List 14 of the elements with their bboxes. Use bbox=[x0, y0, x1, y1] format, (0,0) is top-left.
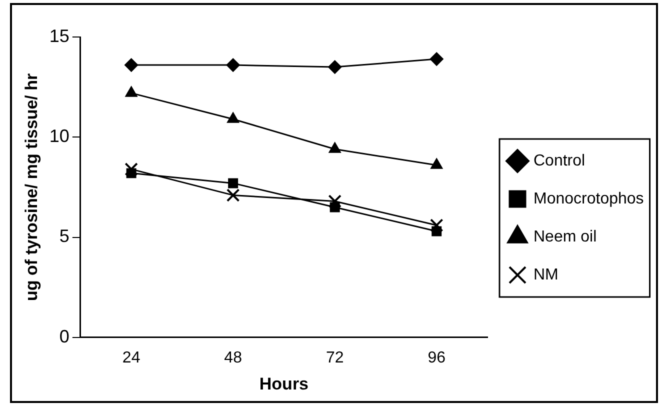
x-tick-label: 72 bbox=[326, 349, 344, 366]
legend-label: Neem oil bbox=[534, 228, 597, 246]
x-axis-title: Hours bbox=[259, 374, 309, 394]
legend-label: Control bbox=[534, 152, 586, 170]
y-tick-label: 0 bbox=[59, 326, 70, 346]
y-axis-title: ug of tyrosine/ mg tissue/ hr bbox=[22, 72, 41, 302]
y-tick-label: 5 bbox=[59, 226, 70, 246]
y-tick-label: 15 bbox=[49, 26, 70, 46]
x-tick-label: 48 bbox=[224, 349, 242, 366]
x-tick-label: 24 bbox=[122, 349, 140, 366]
legend-label: NM bbox=[534, 266, 558, 284]
y-tick-label: 10 bbox=[49, 126, 70, 146]
legend-label: Monocrotophos bbox=[534, 190, 644, 208]
x-tick-label: 96 bbox=[428, 349, 446, 366]
